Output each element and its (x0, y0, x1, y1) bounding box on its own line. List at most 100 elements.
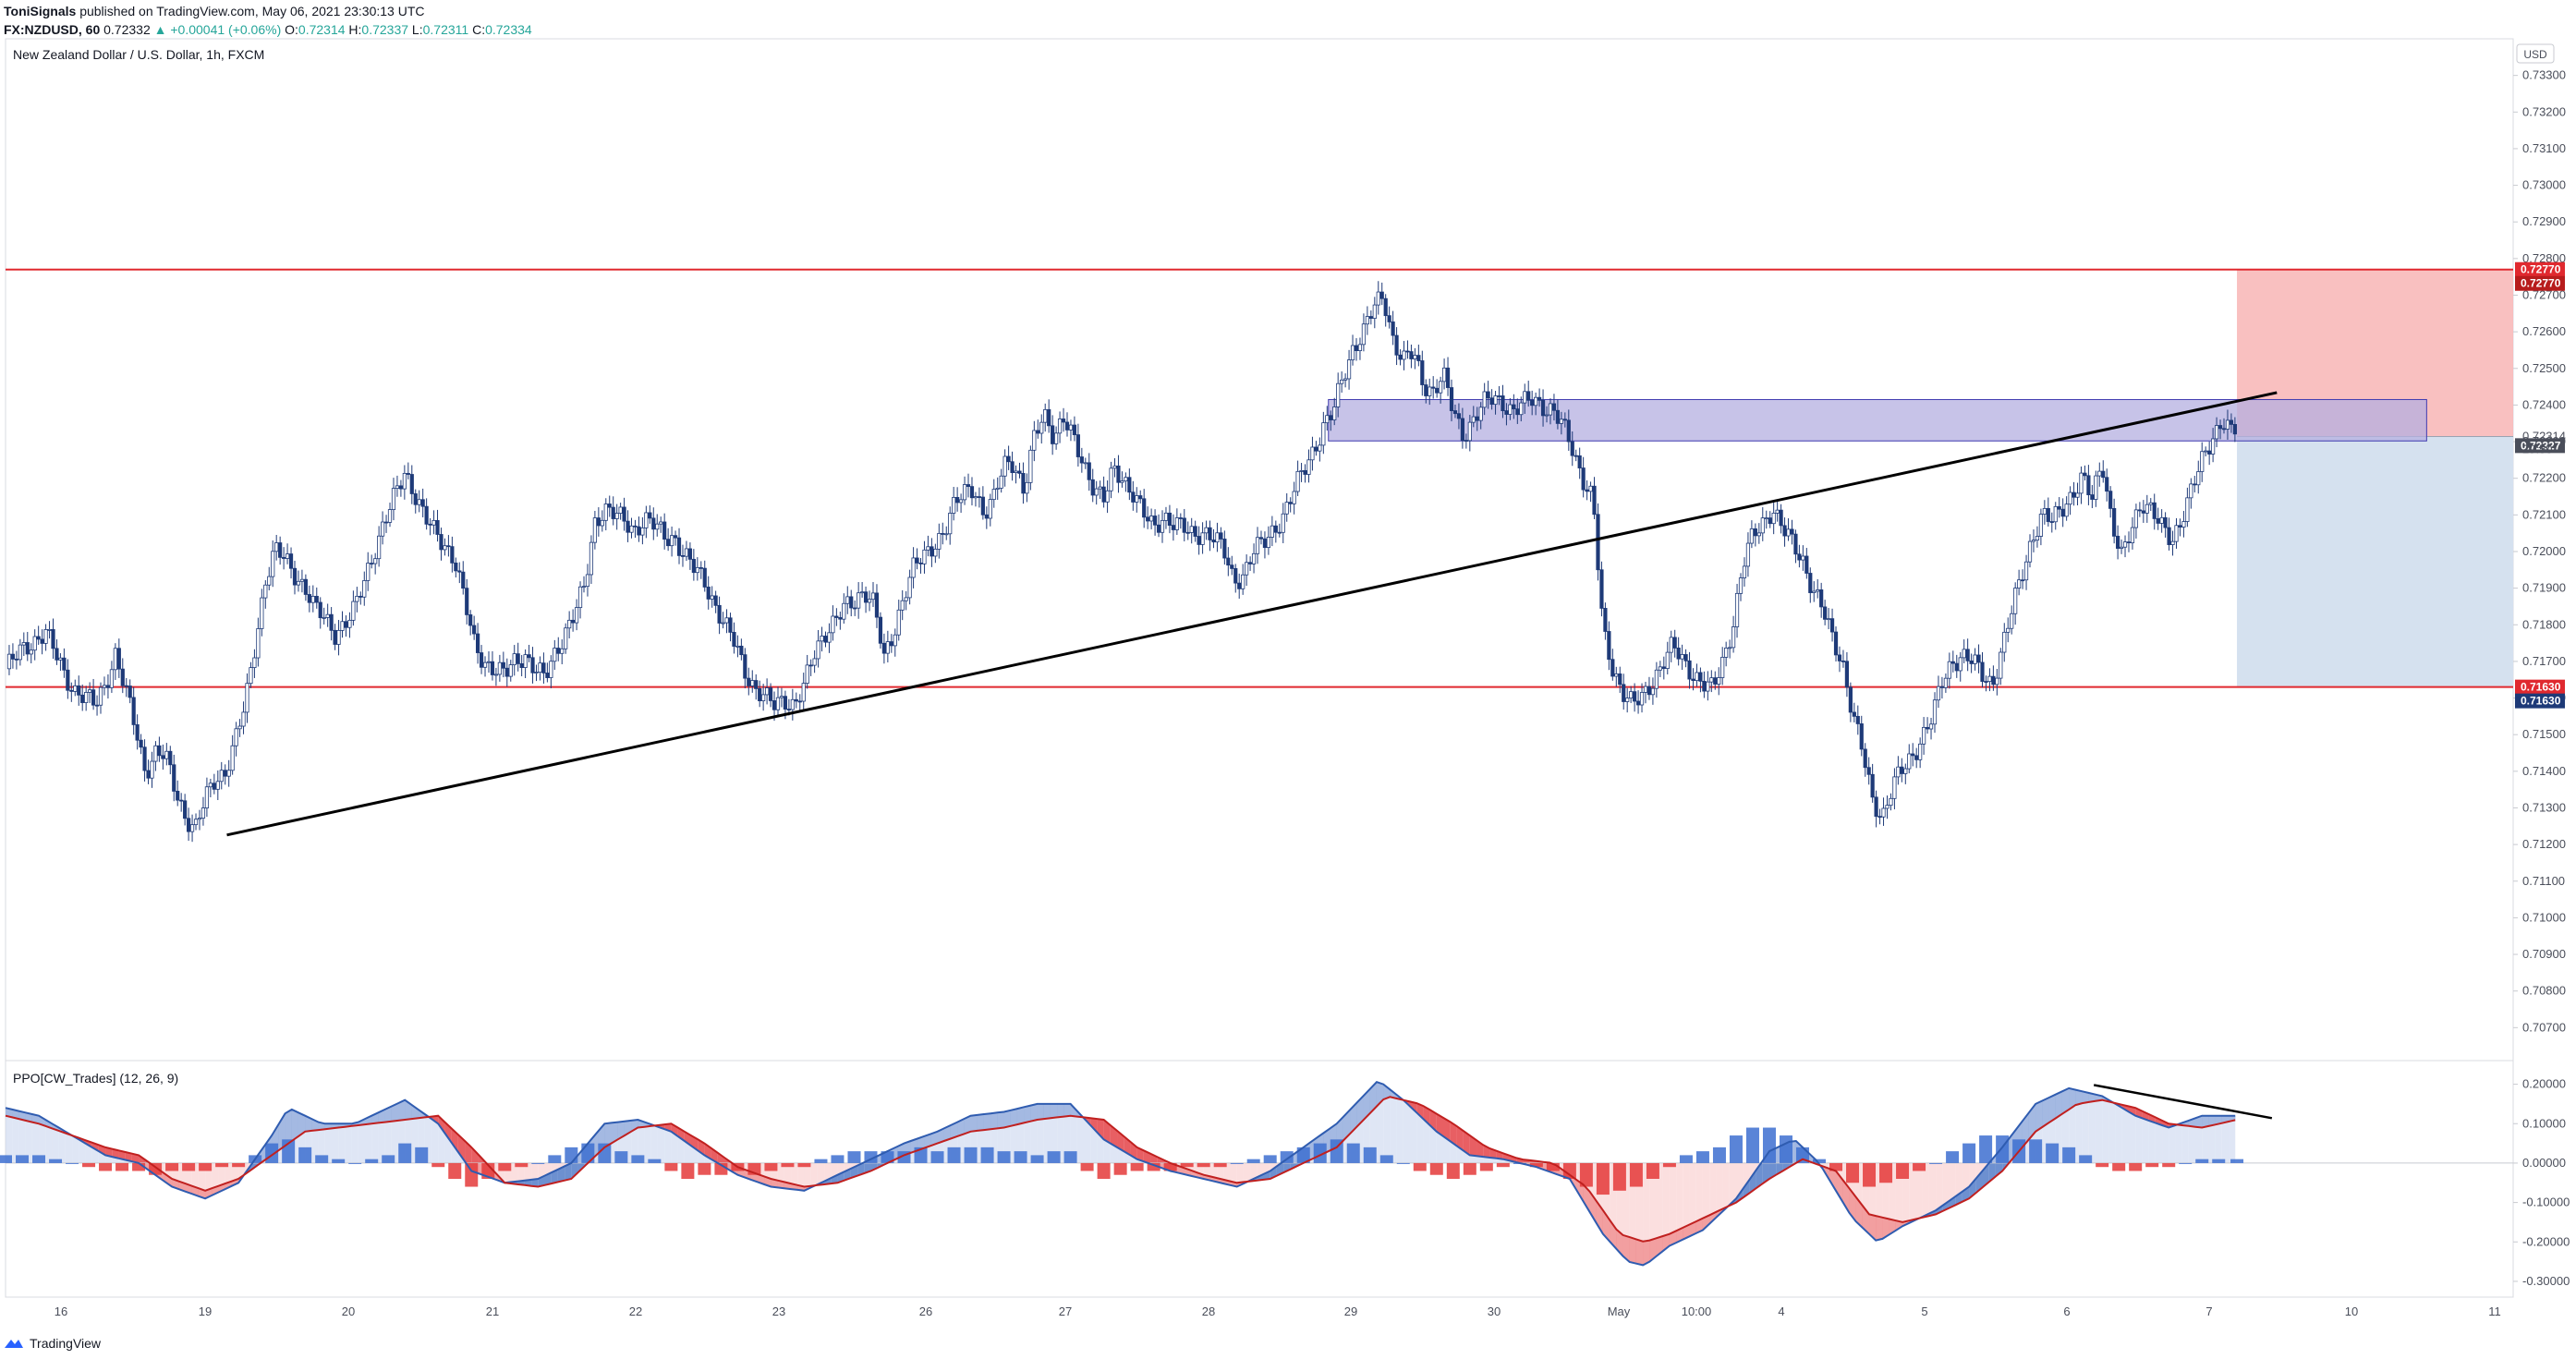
candle-body (1954, 662, 1959, 672)
indicator-title[interactable]: PPO[CW_Trades] (12, 26, 9) (13, 1071, 178, 1086)
footer-brand[interactable]: TradingView (30, 1336, 102, 1351)
candle-body (2068, 491, 2072, 505)
candle-body (530, 657, 535, 673)
candle-body (710, 595, 714, 600)
candle-body (454, 562, 458, 572)
candle-body (501, 661, 505, 669)
candle-body (1336, 382, 1341, 407)
candle (1826, 608, 1831, 630)
candle-body (2031, 540, 2036, 542)
candle-body (2148, 502, 2153, 505)
candle-body (131, 697, 136, 725)
candle-body (6, 653, 12, 670)
candle (443, 538, 447, 556)
candle (1006, 445, 1011, 470)
candle-body (282, 556, 286, 559)
last-price: 0.72332 (103, 22, 151, 37)
candle-body (1544, 414, 1549, 417)
footer: TradingView (4, 1336, 101, 1351)
candle (1874, 790, 1878, 828)
candle (1486, 381, 1490, 409)
candle (482, 656, 488, 677)
candle-body (1471, 416, 1476, 423)
candle (362, 571, 367, 606)
candle-body (2115, 535, 2120, 549)
candle-body (1270, 525, 1274, 538)
take-profit-zone (2237, 436, 2513, 687)
currency-badge[interactable] (2516, 43, 2555, 64)
candle (944, 526, 949, 540)
candle-body (1357, 344, 1363, 351)
publisher-name[interactable]: ToniSignals (4, 4, 77, 18)
ppo-histogram-bar (930, 1151, 944, 1163)
candle-body (2017, 579, 2022, 589)
candle-body (1650, 687, 1656, 696)
candle (2225, 409, 2230, 440)
candle-body (1980, 661, 1985, 682)
candle-body (702, 567, 707, 588)
candle (179, 793, 184, 812)
price-tick-label: 0.72000 (2522, 544, 2566, 558)
candle-body (366, 563, 371, 581)
candle (1452, 404, 1458, 419)
candle-body (1706, 681, 1710, 692)
candle-body (1314, 446, 1318, 452)
candle (1954, 654, 1959, 678)
ppo-zero-fill (1409, 1106, 1417, 1163)
candle (1592, 477, 1597, 520)
candle-body (1376, 291, 1380, 306)
candle-body (1068, 424, 1074, 431)
candle-body (831, 615, 835, 634)
candle-body (516, 653, 520, 664)
price-tick-label: 0.71100 (2522, 874, 2565, 888)
candle-body (249, 667, 253, 685)
ppo-histogram-bar (581, 1143, 595, 1163)
price-tag (2515, 679, 2565, 695)
candle (2211, 428, 2216, 463)
candle-body (842, 602, 846, 620)
candle-body (1793, 533, 1798, 555)
candle (1329, 410, 1333, 431)
candle (896, 600, 901, 641)
ppo-zero-fill (85, 1143, 92, 1163)
candle (893, 628, 897, 657)
price-tag-label: 0.71630 (2521, 681, 2561, 694)
candle-body (1848, 686, 1853, 713)
candle-body (164, 750, 169, 759)
candle (1643, 682, 1648, 704)
candle (2126, 531, 2132, 552)
candle (1226, 547, 1231, 576)
candle-body (1717, 677, 1721, 685)
ppo-zero-fill (1450, 1141, 1457, 1163)
candle (1738, 573, 1744, 601)
candle-body (519, 663, 524, 668)
candle-body (344, 621, 348, 628)
candle-body (1702, 680, 1707, 692)
candle-body (1241, 574, 1245, 589)
candle-body (322, 617, 326, 619)
candle-body (1138, 495, 1143, 500)
candle (1152, 509, 1158, 536)
symbol-label[interactable]: FX:NZDUSD, 60 (4, 22, 101, 37)
candle (263, 580, 268, 609)
candle (55, 639, 59, 665)
candle-body (2185, 497, 2190, 522)
ppo-histogram-bar (49, 1159, 63, 1163)
ppo-histogram-bar (1097, 1162, 1111, 1179)
ppo-histogram-bar (531, 1162, 545, 1164)
ppo-zero-fill (1949, 1162, 1956, 1201)
candle-body (1592, 485, 1597, 516)
candle-body (2060, 508, 2065, 517)
candle (387, 503, 393, 528)
candle-body (1745, 542, 1751, 567)
candle (637, 516, 641, 542)
candle (1581, 456, 1586, 498)
candle (135, 714, 140, 750)
candle-body (1646, 686, 1652, 696)
candle (680, 544, 686, 567)
candle (2064, 496, 2069, 521)
candle (1204, 520, 1209, 540)
candle-body (1965, 649, 1970, 661)
ppo-zero-fill (1396, 1094, 1403, 1163)
